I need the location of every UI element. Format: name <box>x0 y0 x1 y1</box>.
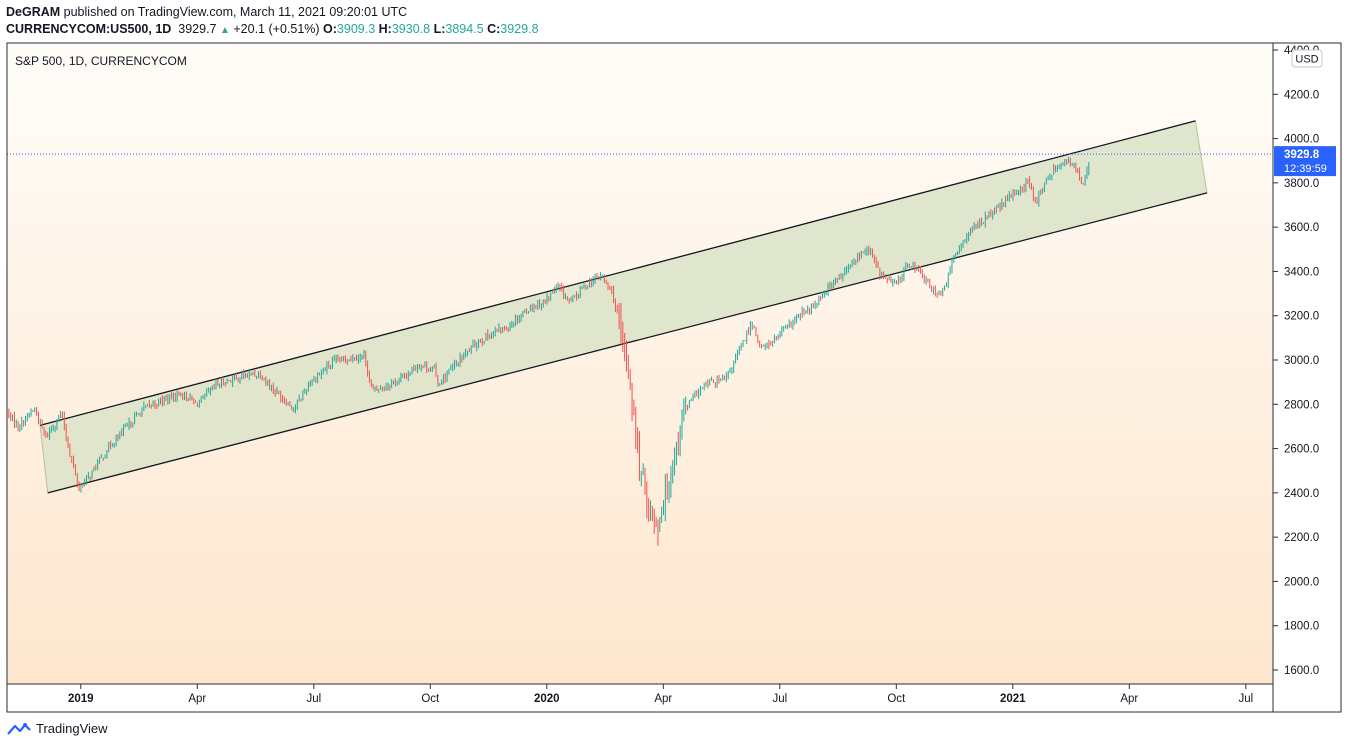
y-tick-label: 1600.0 <box>1284 665 1319 677</box>
y-tick-label: 3000.0 <box>1284 355 1319 367</box>
price-tag <box>1274 146 1336 177</box>
ohlc-line: CURRENCYCOM:US500, 1D 3929.7 ▲ +20.1 (+0… <box>6 22 539 36</box>
author-name[interactable]: DeGRAM <box>6 5 61 19</box>
tradingview-logo-icon <box>7 722 31 735</box>
y-tick-label: 2000.0 <box>1284 576 1319 588</box>
x-tick-label: Oct <box>421 693 440 705</box>
open-label: O: <box>323 22 337 36</box>
price-tag-value: 3929.8 <box>1284 149 1320 161</box>
price-chart[interactable]: 4400.04200.04000.03800.03600.03400.03200… <box>0 0 1348 720</box>
x-tick-label: Jul <box>1238 693 1253 705</box>
x-tick-label: Apr <box>654 693 672 705</box>
y-tick-label: 3800.0 <box>1284 178 1319 190</box>
low-label: L: <box>433 22 446 36</box>
x-tick-label: Jul <box>772 693 787 705</box>
close-label: C: <box>487 22 501 36</box>
high-value: 3930.8 <box>391 22 431 36</box>
y-tick-label: 3400.0 <box>1284 266 1319 278</box>
publish-line: DeGRAM published on TradingView.com, Mar… <box>6 5 407 19</box>
currency-badge[interactable] <box>1291 49 1323 68</box>
x-tick-label: Apr <box>1120 693 1138 705</box>
high-label: H: <box>378 22 392 36</box>
x-tick-label: 2021 <box>1000 693 1026 705</box>
y-tick-label: 2800.0 <box>1284 399 1319 411</box>
y-tick-label: 3600.0 <box>1284 222 1319 234</box>
y-tick-label: 4200.0 <box>1284 89 1319 101</box>
price-change: +20.1 (+0.51%) <box>233 22 320 36</box>
currency-label: USD <box>1295 54 1318 66</box>
x-tick-label: Oct <box>887 693 906 705</box>
y-tick-label: 3200.0 <box>1284 311 1319 323</box>
price-tag-countdown: 12:39:59 <box>1284 163 1327 175</box>
time-axis[interactable] <box>6 683 1274 713</box>
channel-lower-line[interactable] <box>47 192 1208 494</box>
close-value: 3929.8 <box>500 22 539 36</box>
y-tick-label: 1800.0 <box>1284 621 1319 633</box>
last-price: 3929.7 <box>178 22 217 36</box>
chart-title: S&P 500, 1D, CURRENCYCOM <box>15 54 187 68</box>
open-value: 3909.3 <box>336 22 376 36</box>
channel-upper-line[interactable] <box>39 120 1196 426</box>
y-tick-label: 2600.0 <box>1284 444 1319 456</box>
x-tick-label: Jul <box>306 693 321 705</box>
y-tick-label: 2200.0 <box>1284 532 1319 544</box>
low-value: 3894.5 <box>445 22 484 36</box>
y-tick-label: 4000.0 <box>1284 134 1319 146</box>
x-tick-label: 2020 <box>534 693 560 705</box>
y-tick-label: 2400.0 <box>1284 488 1319 500</box>
plot-area[interactable] <box>7 43 1273 684</box>
x-tick-label: Apr <box>188 693 206 705</box>
symbol-label: CURRENCYCOM:US500, 1D <box>6 22 172 36</box>
x-tick-label: 2019 <box>68 693 94 705</box>
footer-brand[interactable]: TradingView <box>6 721 108 736</box>
footer-brand-label: TradingView <box>36 721 108 736</box>
up-arrow-icon: ▲ <box>219 25 230 36</box>
publish-text: published on TradingView.com, March 11, … <box>63 5 408 19</box>
